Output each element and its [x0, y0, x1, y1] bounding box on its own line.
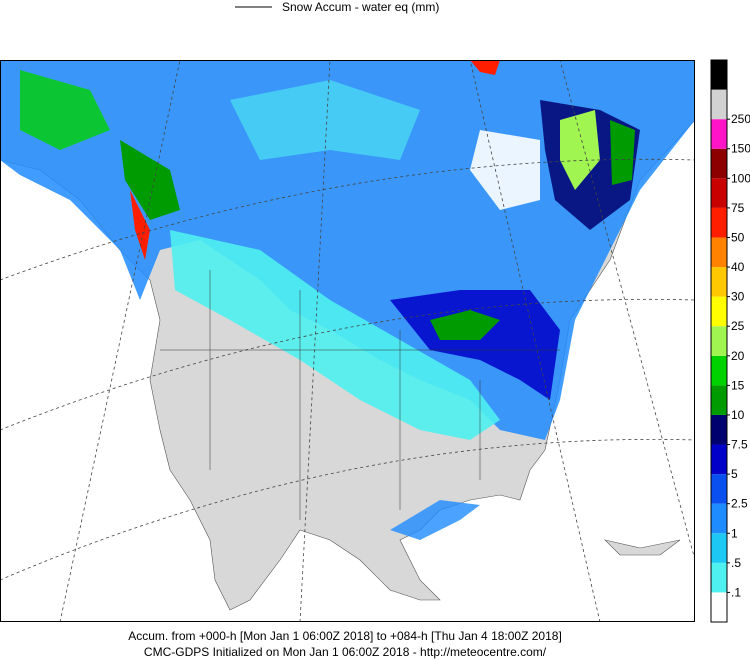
footer-line: Accum. from +000-h [Mon Jan 1 06:00Z 201…: [128, 629, 562, 643]
colorbar-swatch: [711, 562, 727, 593]
colorbar-label: 250: [731, 112, 750, 126]
colorbar-label: 40: [731, 260, 745, 274]
map: [0, 60, 695, 622]
map-border: [0, 60, 695, 622]
colorbar-swatch: [711, 533, 727, 563]
colorbar-label: 100: [731, 171, 750, 185]
colorbar-swatch: [711, 385, 727, 415]
colorbar-label: 7.5: [731, 438, 748, 452]
colorbar-swatch: [711, 592, 727, 622]
colorbar-label: 20: [731, 349, 745, 363]
colorbar-swatch: [711, 267, 727, 297]
colorbar-swatch: [711, 89, 727, 120]
colorbar-label: 30: [731, 290, 745, 304]
colorbar-label: 10: [731, 408, 745, 422]
colorbar-swatch: [711, 414, 727, 445]
colorbar-label: .1: [731, 585, 741, 599]
colorbar-swatch: [711, 178, 727, 208]
legend-label: Snow Accum - water eq (mm): [282, 0, 439, 14]
colorbar-swatch: [711, 119, 727, 149]
colorbar-label: 15: [731, 378, 745, 392]
colorbar: .1 .5 1 2.5 5 7.5 10 15 20 25 30 40 50 75 100 150 250: [710, 59, 750, 623]
colorbar-label: .5: [731, 556, 741, 570]
colorbar-label: 150: [731, 142, 750, 156]
colorbar-swatch: [711, 474, 727, 504]
colorbar-label: 2.5: [731, 497, 748, 511]
colorbar-swatch: [711, 444, 727, 475]
colorbar-swatch: [711, 207, 727, 238]
colorbar-label: 75: [731, 201, 745, 215]
colorbar-border: [710, 59, 728, 623]
colorbar-swatch: [711, 60, 727, 90]
colorbar-swatch: [711, 503, 727, 534]
colorbar-label: 5: [731, 467, 738, 481]
colorbar-swatch: [711, 355, 727, 386]
colorbar-label: 1: [731, 526, 738, 540]
colorbar-label: 25: [731, 319, 745, 333]
colorbar-swatch: [711, 237, 727, 268]
colorbar-swatch: [711, 148, 727, 179]
footer-line: CMC-GDPS Initialized on Mon Jan 1 06:00Z…: [144, 645, 547, 659]
colorbar-swatch: [711, 296, 727, 327]
colorbar-label: 50: [731, 230, 745, 244]
colorbar-swatch: [711, 326, 727, 356]
